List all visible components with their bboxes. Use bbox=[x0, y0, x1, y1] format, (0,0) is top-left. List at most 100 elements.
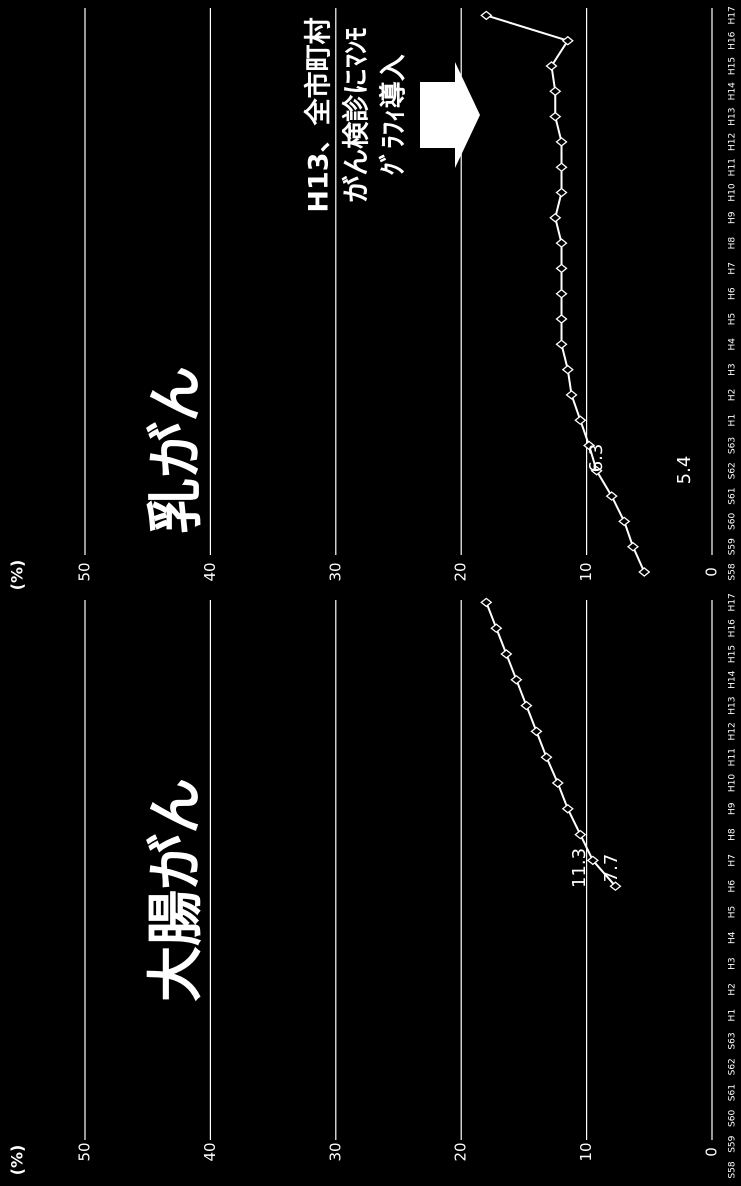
data-point bbox=[555, 339, 568, 350]
y-tick-label: 10 bbox=[577, 562, 595, 581]
x-tick-label: H8 bbox=[728, 828, 738, 841]
annotation: 11.3 bbox=[569, 848, 590, 888]
x-tick-label: H11 bbox=[728, 158, 738, 176]
data-line bbox=[485, 602, 617, 887]
x-tick-label: H12 bbox=[728, 133, 738, 151]
x-tick-label: H6 bbox=[728, 880, 738, 893]
y-tick-label: 30 bbox=[326, 562, 344, 581]
y-tick-label: 30 bbox=[326, 1142, 344, 1161]
data-point bbox=[555, 314, 568, 324]
chart-title: 大腸がん bbox=[144, 778, 209, 1002]
data-point bbox=[555, 162, 568, 173]
y-tick-label: 0 bbox=[703, 567, 721, 577]
data-point bbox=[618, 516, 631, 527]
data-point bbox=[586, 855, 599, 866]
data-point bbox=[583, 440, 596, 451]
data-point bbox=[480, 597, 493, 608]
x-tick-label: H16 bbox=[728, 31, 738, 49]
data-point bbox=[605, 491, 618, 501]
annotation: 6.3 bbox=[586, 444, 607, 473]
y-tick-label: 20 bbox=[452, 562, 470, 581]
x-tick-label: H3 bbox=[728, 363, 738, 376]
x-tick-label: H7 bbox=[728, 262, 738, 275]
axis-unit: (%) bbox=[8, 1145, 27, 1176]
x-tick-label: H1 bbox=[728, 414, 738, 427]
x-tick-label: H10 bbox=[728, 774, 738, 792]
data-point bbox=[574, 829, 587, 840]
data-point bbox=[638, 567, 651, 577]
x-tick-label: S62 bbox=[728, 462, 738, 479]
data-point bbox=[555, 137, 568, 147]
x-tick-label: H15 bbox=[728, 645, 738, 663]
data-point bbox=[500, 649, 513, 659]
data-point bbox=[551, 778, 564, 788]
y-tick-label: 50 bbox=[76, 1142, 94, 1161]
y-tick-label: 0 bbox=[703, 1147, 721, 1157]
data-point bbox=[490, 623, 503, 634]
x-tick-label: H13 bbox=[728, 107, 738, 125]
x-tick-label: H4 bbox=[728, 338, 738, 351]
y-tick-label: 40 bbox=[201, 562, 219, 581]
data-point bbox=[561, 35, 574, 46]
annotation: 7.7 bbox=[601, 854, 622, 883]
x-tick-label: H9 bbox=[728, 802, 738, 815]
x-tick-label: S63 bbox=[728, 437, 738, 454]
x-tick-label: S59 bbox=[728, 1135, 738, 1152]
x-tick-label: H12 bbox=[728, 722, 738, 740]
x-tick-label: S61 bbox=[728, 488, 738, 505]
data-point bbox=[561, 364, 574, 375]
x-tick-label: S63 bbox=[728, 1032, 738, 1049]
x-tick-label: H4 bbox=[728, 931, 738, 944]
y-tick-label: 20 bbox=[452, 1142, 470, 1161]
x-tick-label: H16 bbox=[728, 619, 738, 637]
x-tick-label: H14 bbox=[728, 82, 738, 100]
x-tick-label: H5 bbox=[728, 313, 738, 326]
data-point bbox=[590, 465, 603, 476]
data-point bbox=[510, 674, 523, 685]
data-point bbox=[626, 541, 640, 552]
data-point bbox=[565, 390, 578, 400]
x-tick-label: H10 bbox=[728, 183, 738, 201]
y-tick-label: 50 bbox=[76, 562, 94, 581]
x-tick-label: S58 bbox=[728, 1161, 738, 1178]
annotation: 5.4 bbox=[674, 456, 695, 485]
data-point bbox=[549, 212, 562, 223]
x-tick-label: H17 bbox=[728, 6, 738, 24]
data-point bbox=[561, 803, 574, 814]
x-tick-label: H17 bbox=[728, 593, 738, 611]
callout-arrow bbox=[420, 62, 480, 168]
data-point bbox=[549, 86, 562, 97]
data-point bbox=[609, 881, 622, 892]
data-point bbox=[574, 415, 587, 426]
x-tick-label: H9 bbox=[728, 211, 738, 224]
x-tick-label: H5 bbox=[728, 906, 738, 919]
data-point bbox=[555, 238, 568, 248]
x-tick-label: S59 bbox=[728, 538, 738, 555]
data-point bbox=[555, 288, 568, 299]
axis-unit: (%) bbox=[8, 560, 27, 591]
x-tick-label: H13 bbox=[728, 696, 738, 714]
x-tick-label: H3 bbox=[728, 957, 738, 970]
x-tick-label: H2 bbox=[728, 983, 738, 996]
x-tick-label: S60 bbox=[728, 1110, 738, 1127]
x-tick-label: H8 bbox=[728, 237, 738, 250]
callout-text: ｸﾞﾗﾌｨ導入 bbox=[378, 54, 410, 176]
callout-text: がん検診にﾏﾝﾓ bbox=[341, 27, 373, 203]
data-point bbox=[540, 752, 553, 763]
data-point bbox=[480, 10, 493, 21]
x-tick-label: S58 bbox=[728, 563, 738, 580]
x-tick-label: H11 bbox=[728, 748, 738, 766]
y-tick-label: 10 bbox=[577, 1142, 595, 1161]
x-tick-label: H7 bbox=[728, 854, 738, 867]
data-point bbox=[555, 187, 568, 198]
x-tick-label: S61 bbox=[728, 1084, 738, 1101]
data-point bbox=[555, 263, 568, 274]
data-point bbox=[549, 111, 562, 122]
x-tick-label: H15 bbox=[728, 57, 738, 75]
x-tick-label: H1 bbox=[728, 1009, 738, 1022]
chart-title: 乳がん bbox=[144, 366, 209, 534]
data-point bbox=[545, 61, 558, 71]
data-point bbox=[530, 726, 543, 737]
x-tick-label: H14 bbox=[728, 670, 738, 688]
